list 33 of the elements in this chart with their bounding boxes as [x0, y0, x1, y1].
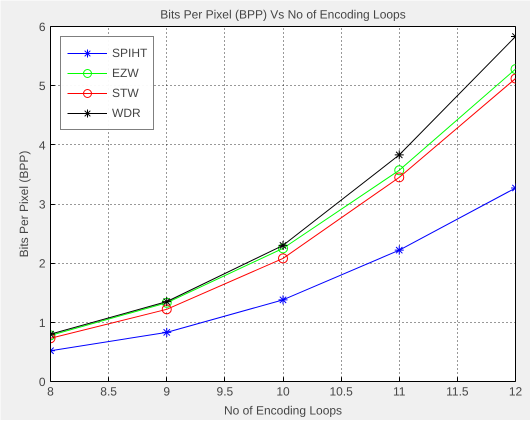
y-tick-label: 1: [38, 316, 46, 330]
legend-label: EZW: [112, 66, 139, 80]
point: [162, 327, 172, 338]
x-tick-label: 8: [47, 384, 54, 398]
y-axis-title: Bits Per Pixel (BPP): [16, 150, 31, 258]
legend-label: SPIHT: [112, 46, 148, 60]
point: [278, 243, 288, 254]
x-tick-label: 11: [393, 384, 406, 398]
point: [278, 240, 288, 250]
point: [394, 150, 404, 160]
y-tick-label: 4: [38, 138, 46, 152]
x-tick-label: 10: [276, 384, 290, 398]
x-tick-label: 9.5: [216, 384, 234, 398]
point: [278, 294, 288, 305]
y-tick-label: 2: [38, 256, 46, 271]
point: [394, 165, 404, 176]
y-tick-label: 3: [38, 198, 46, 212]
point: [278, 253, 288, 264]
x-tick-label: 11.5: [446, 384, 469, 398]
x-tick-label: 8.5: [100, 384, 118, 398]
point: [162, 304, 172, 314]
y-tick-label: 0: [38, 375, 46, 389]
y-tick-label: 5: [38, 79, 46, 94]
x-tick-label: 10.5: [329, 384, 354, 398]
legend-label: STW: [112, 86, 139, 100]
point: [394, 172, 404, 182]
chart-title: Bits Per Pixel (BPP) Vs No of Encoding Loops: [160, 8, 406, 22]
x-tick-label: 12: [508, 384, 522, 398]
y-tick-label: 6: [38, 20, 46, 34]
x-tick-label: 9: [163, 384, 170, 398]
legend-label: WDR: [112, 106, 141, 120]
point: [394, 245, 404, 256]
x-axis-title: No of Encoding Loops: [224, 404, 342, 418]
